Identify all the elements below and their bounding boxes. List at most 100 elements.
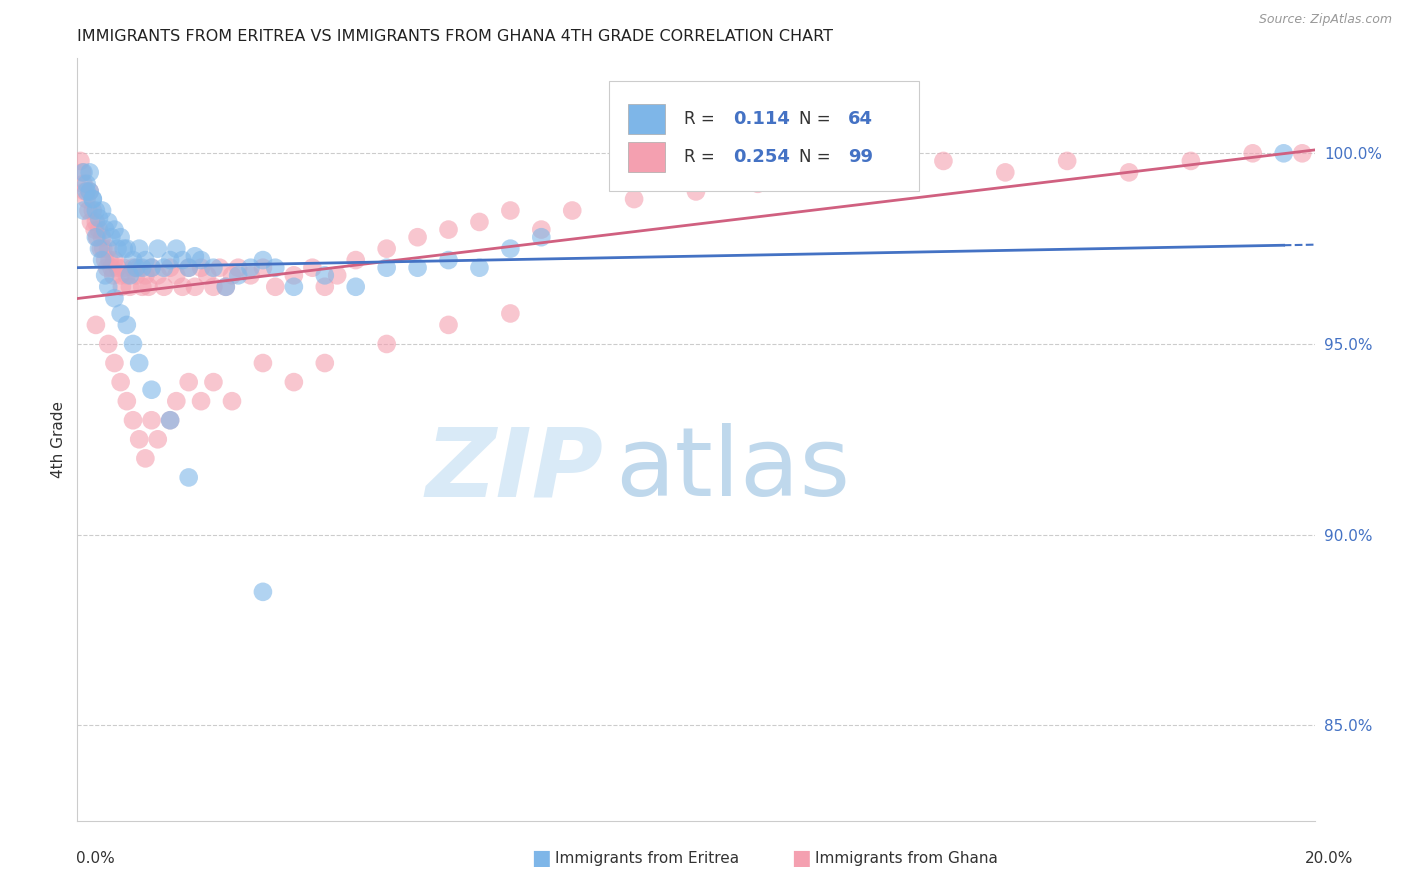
- Point: [177, 260, 200, 275]
- Point: [344, 279, 367, 293]
- Point: [84, 318, 107, 332]
- Point: [80, 215, 103, 229]
- Point: [87, 211, 110, 226]
- Point: [146, 242, 169, 256]
- Point: [499, 203, 522, 218]
- Point: [1118, 165, 1140, 179]
- Point: [128, 242, 150, 256]
- Point: [202, 279, 225, 293]
- Point: [239, 268, 262, 283]
- Text: R =: R =: [683, 110, 720, 128]
- Point: [153, 279, 176, 293]
- Point: [110, 268, 132, 283]
- Point: [110, 230, 132, 244]
- Text: R =: R =: [683, 148, 720, 166]
- Point: [91, 242, 114, 256]
- Point: [623, 192, 645, 206]
- Point: [252, 585, 274, 599]
- Point: [190, 260, 212, 275]
- Text: N =: N =: [799, 148, 835, 166]
- Point: [73, 185, 96, 199]
- Point: [226, 260, 249, 275]
- Point: [72, 165, 94, 179]
- Point: [184, 279, 207, 293]
- Text: 0.114: 0.114: [733, 110, 790, 128]
- Point: [100, 230, 122, 244]
- Point: [221, 394, 243, 409]
- Point: [103, 356, 125, 370]
- Point: [437, 318, 460, 332]
- Point: [252, 253, 274, 268]
- Point: [128, 260, 150, 275]
- Point: [131, 279, 153, 293]
- Point: [112, 260, 135, 275]
- Point: [499, 242, 522, 256]
- Point: [561, 203, 583, 218]
- Point: [685, 185, 707, 199]
- Point: [79, 185, 101, 199]
- Point: [122, 253, 145, 268]
- Point: [468, 215, 491, 229]
- Point: [141, 260, 163, 275]
- Bar: [628, 142, 665, 172]
- Point: [72, 177, 94, 191]
- Point: [530, 230, 553, 244]
- Point: [115, 268, 138, 283]
- Point: [103, 222, 125, 236]
- Point: [177, 375, 200, 389]
- Point: [128, 432, 150, 446]
- Text: Immigrants from Eritrea: Immigrants from Eritrea: [555, 851, 740, 865]
- Point: [301, 260, 323, 275]
- Text: 20.0%: 20.0%: [1305, 851, 1353, 865]
- Point: [100, 260, 122, 275]
- Y-axis label: 4th Grade: 4th Grade: [51, 401, 66, 478]
- Point: [97, 242, 120, 256]
- Point: [82, 203, 104, 218]
- Point: [134, 253, 156, 268]
- Point: [221, 268, 243, 283]
- Text: 0.0%: 0.0%: [76, 851, 115, 865]
- Text: ZIP: ZIP: [425, 424, 603, 516]
- Point: [202, 375, 225, 389]
- Point: [252, 356, 274, 370]
- Point: [314, 356, 336, 370]
- Point: [190, 394, 212, 409]
- Point: [110, 375, 132, 389]
- Point: [264, 260, 287, 275]
- Point: [79, 185, 101, 199]
- Point: [90, 242, 112, 256]
- Point: [177, 260, 200, 275]
- Point: [97, 337, 120, 351]
- Point: [406, 260, 429, 275]
- Point: [530, 222, 553, 236]
- Point: [138, 279, 160, 293]
- Point: [97, 279, 120, 293]
- Point: [146, 432, 169, 446]
- Point: [76, 192, 98, 206]
- Point: [87, 242, 110, 256]
- Point: [747, 177, 769, 191]
- Point: [83, 222, 105, 236]
- Point: [72, 165, 94, 179]
- Point: [69, 153, 91, 168]
- Point: [103, 253, 125, 268]
- Point: [252, 260, 274, 275]
- Point: [468, 260, 491, 275]
- Point: [131, 260, 153, 275]
- Point: [283, 279, 305, 293]
- Point: [115, 318, 138, 332]
- Point: [84, 230, 107, 244]
- Point: [79, 165, 101, 179]
- Point: [86, 230, 108, 244]
- Point: [1272, 146, 1295, 161]
- Point: [111, 279, 134, 293]
- Point: [159, 413, 181, 427]
- Point: [82, 192, 104, 206]
- Point: [134, 451, 156, 466]
- Point: [195, 268, 218, 283]
- Point: [202, 260, 225, 275]
- Point: [97, 215, 120, 229]
- Point: [184, 249, 207, 263]
- Point: [141, 260, 163, 275]
- Point: [91, 203, 114, 218]
